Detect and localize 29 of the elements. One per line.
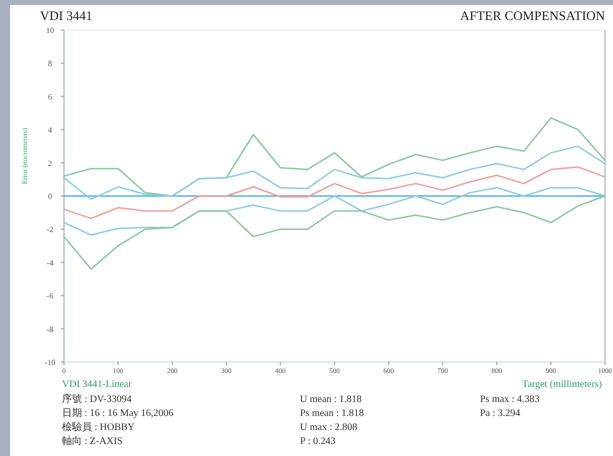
text: 日期 : 16 : 16 May 16,2006 <box>62 407 174 419</box>
y-tick-label: 10 <box>46 26 54 35</box>
y-tick-label: 2 <box>48 158 52 168</box>
text: 檢驗員 : HOBBY <box>62 421 135 433</box>
line-series <box>63 166 606 220</box>
chart-subtitle: AFTER COMPENSATION <box>460 8 606 23</box>
text: VDI 3441-Linear <box>62 379 132 390</box>
y-tick-label: -8 <box>46 324 54 334</box>
line-series <box>63 117 606 197</box>
y-tick-label: -2 <box>46 225 54 234</box>
y-tick-label: -4 <box>46 258 54 268</box>
text: P : 0.243 <box>300 436 336 447</box>
text: Pa : 3.294 <box>480 408 520 419</box>
y-tick-label: 0 <box>48 192 52 201</box>
text: Ps max : 4.383 <box>480 394 540 405</box>
text: U max : 2.808 <box>300 422 358 433</box>
y-tick-label: -6 <box>46 292 54 301</box>
text: Ps mean : 1.818 <box>300 408 364 419</box>
chart-title: VDI 3441 <box>40 8 92 23</box>
x-axis-title: Target (millimeters) <box>522 379 602 390</box>
y-tick-label: -10 <box>44 358 56 367</box>
y-tick-label: 8 <box>48 59 52 68</box>
line-series <box>63 195 606 270</box>
text: 序號 : DV-33094 <box>62 393 132 405</box>
text: U mean : 1.818 <box>300 394 362 405</box>
text: 軸向 : Z-AXIS <box>62 435 123 447</box>
y-tick-label: 6 <box>48 92 52 102</box>
y-tick-label: 4 <box>48 126 52 135</box>
line-series <box>63 145 606 200</box>
